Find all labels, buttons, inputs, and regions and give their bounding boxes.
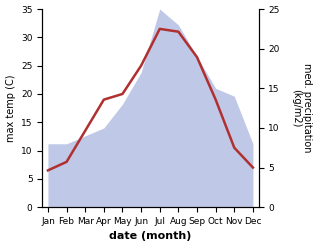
Y-axis label: med. precipitation
(kg/m2): med. precipitation (kg/m2) [291, 63, 313, 153]
Y-axis label: max temp (C): max temp (C) [5, 74, 16, 142]
X-axis label: date (month): date (month) [109, 231, 192, 242]
